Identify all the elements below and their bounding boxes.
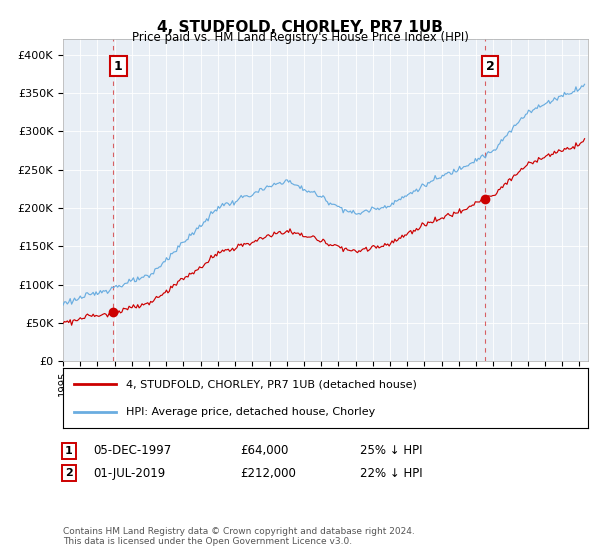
Text: Price paid vs. HM Land Registry's House Price Index (HPI): Price paid vs. HM Land Registry's House … — [131, 31, 469, 44]
Text: HPI: Average price, detached house, Chorley: HPI: Average price, detached house, Chor… — [126, 407, 375, 417]
Text: 1: 1 — [114, 59, 123, 73]
Text: £64,000: £64,000 — [240, 444, 289, 458]
Text: 1: 1 — [65, 446, 73, 456]
Text: 2: 2 — [65, 468, 73, 478]
Text: 4, STUDFOLD, CHORLEY, PR7 1UB: 4, STUDFOLD, CHORLEY, PR7 1UB — [157, 20, 443, 35]
Text: 01-JUL-2019: 01-JUL-2019 — [93, 466, 165, 480]
Text: £212,000: £212,000 — [240, 466, 296, 480]
Text: Contains HM Land Registry data © Crown copyright and database right 2024.
This d: Contains HM Land Registry data © Crown c… — [63, 526, 415, 546]
Text: 2: 2 — [485, 59, 494, 73]
Text: 25% ↓ HPI: 25% ↓ HPI — [360, 444, 422, 458]
Text: 4, STUDFOLD, CHORLEY, PR7 1UB (detached house): 4, STUDFOLD, CHORLEY, PR7 1UB (detached … — [126, 379, 417, 389]
Text: 05-DEC-1997: 05-DEC-1997 — [93, 444, 171, 458]
Text: 22% ↓ HPI: 22% ↓ HPI — [360, 466, 422, 480]
